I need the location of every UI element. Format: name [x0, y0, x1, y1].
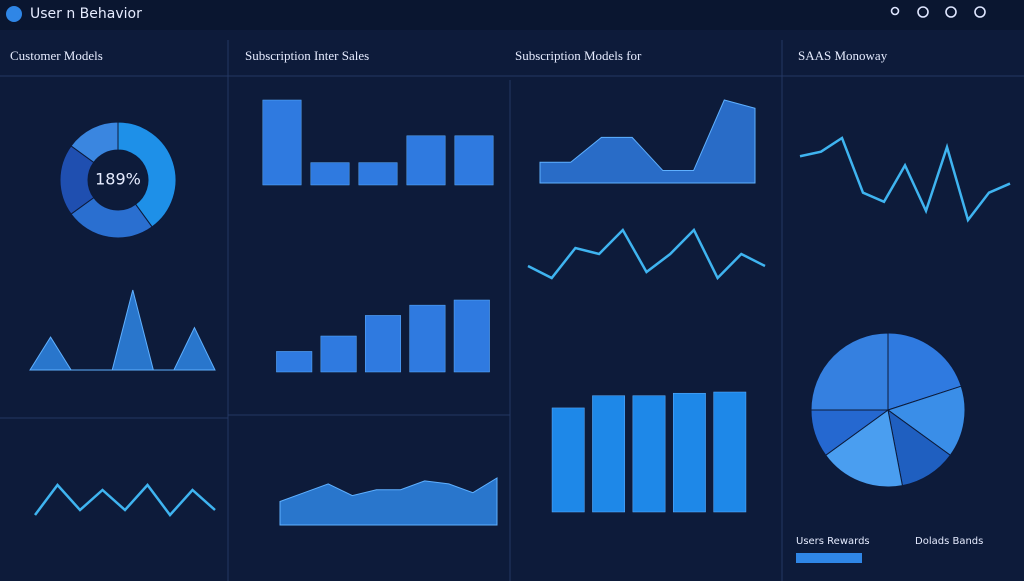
- progress-bar: [796, 553, 862, 563]
- panel-title: Customer Models: [10, 48, 103, 63]
- panel-dividers: [0, 40, 1024, 581]
- area: [29, 289, 216, 371]
- header-title: User n Behavior: [30, 6, 142, 22]
- slice: [887, 332, 962, 411]
- bar: [632, 395, 666, 513]
- header-bar: [0, 0, 1024, 30]
- search-icon[interactable]: [917, 6, 929, 18]
- panel-title: Subscription Inter Sales: [245, 48, 369, 63]
- bar: [406, 135, 446, 186]
- line: [799, 136, 1011, 223]
- bar: [592, 395, 626, 513]
- header-icons: [890, 6, 986, 18]
- bar: [310, 162, 350, 186]
- line: [527, 227, 766, 281]
- slice: [886, 385, 966, 456]
- donut-label: 189%: [95, 170, 141, 189]
- bar: [276, 351, 313, 373]
- bar: [262, 99, 302, 186]
- bar: [672, 392, 706, 513]
- slice: [810, 332, 889, 411]
- bar: [364, 315, 402, 373]
- footer-label: Users Rewards: [796, 536, 870, 547]
- bar: [320, 335, 357, 373]
- logo: [6, 6, 22, 22]
- line: [34, 483, 216, 517]
- bar: [453, 299, 490, 373]
- footer-label: Dolads Bands: [915, 536, 983, 547]
- settings-icon[interactable]: [974, 6, 986, 18]
- area: [279, 477, 498, 526]
- slice: [70, 121, 119, 164]
- area: [539, 99, 756, 184]
- bar: [409, 304, 446, 373]
- bar: [713, 391, 747, 513]
- bar: [358, 162, 398, 186]
- panel-title: Subscription Models for: [515, 48, 642, 63]
- slice: [825, 409, 904, 488]
- search-icon[interactable]: [945, 6, 957, 18]
- bar: [454, 135, 494, 186]
- user-icon[interactable]: [890, 6, 900, 16]
- panel-title: SAAS Monoway: [798, 48, 888, 63]
- slice: [117, 121, 177, 228]
- bar: [551, 407, 585, 513]
